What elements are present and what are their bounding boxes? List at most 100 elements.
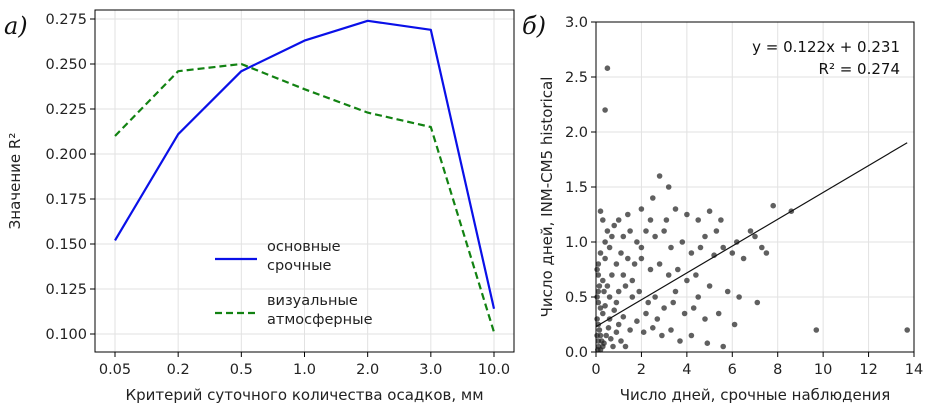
scatter-point bbox=[647, 217, 654, 223]
scatter-point bbox=[620, 314, 627, 320]
panel-a-x-axis-label: Критерий суточного количества осадков, м… bbox=[125, 386, 483, 404]
scatter-point bbox=[602, 239, 608, 245]
panel-a-x-tick-label: 3.0 bbox=[419, 362, 442, 378]
scatter-point bbox=[654, 316, 661, 322]
scatter-point bbox=[596, 283, 603, 289]
panel-a-y-tick-label: 0.175 bbox=[45, 192, 87, 208]
panel-b-x-tick-label: 8 bbox=[773, 362, 782, 378]
panel-a-y-tick-label: 0.150 bbox=[45, 237, 87, 253]
scatter-point bbox=[697, 244, 704, 251]
scatter-point bbox=[690, 305, 697, 311]
scatter-point bbox=[606, 294, 613, 300]
panel-a-y-tick-label: 0.200 bbox=[45, 147, 87, 163]
scatter-point bbox=[602, 303, 608, 309]
scatter-point bbox=[597, 250, 604, 256]
scatter-point bbox=[763, 250, 770, 256]
scatter-point bbox=[643, 310, 649, 317]
panel-a-y-tick-label: 0.100 bbox=[45, 327, 87, 343]
scatter-point bbox=[729, 250, 736, 256]
scatter-point bbox=[713, 228, 720, 234]
scatter-point bbox=[643, 228, 649, 234]
scatter-point bbox=[652, 294, 658, 300]
panel-a-x-tick-label: 2.0 bbox=[356, 362, 379, 378]
scatter-point bbox=[629, 277, 636, 284]
scatter-point bbox=[625, 255, 631, 262]
scatter-point bbox=[684, 277, 690, 284]
scatter-point bbox=[627, 228, 633, 234]
scatter-point bbox=[611, 307, 617, 314]
series-line-vizualnye bbox=[114, 62, 496, 333]
scatter-point bbox=[695, 217, 701, 223]
scatter-point bbox=[652, 233, 658, 240]
panel-b-y-tick-label: 2.5 bbox=[565, 70, 588, 86]
scatter-point bbox=[634, 239, 640, 245]
scatter-point bbox=[595, 299, 602, 306]
scatter-point bbox=[595, 272, 602, 278]
scatter-point bbox=[702, 233, 708, 240]
panel-b-x-tick-label: 12 bbox=[859, 362, 877, 378]
scatter-point bbox=[601, 340, 607, 347]
scatter-point bbox=[684, 211, 690, 218]
legend-label-vizualnye-1: атмосферные bbox=[267, 312, 373, 328]
scatter-point bbox=[731, 321, 738, 328]
scatter-point bbox=[640, 329, 647, 336]
series-line-osnovnye bbox=[114, 19, 496, 310]
panel-b-fit-line bbox=[595, 142, 908, 328]
scatter-point bbox=[597, 208, 604, 214]
scatter-point bbox=[615, 288, 622, 295]
scatter-point bbox=[597, 305, 604, 311]
scatter-point bbox=[754, 299, 761, 306]
scatter-point bbox=[638, 206, 645, 212]
scatter-point bbox=[611, 222, 617, 229]
panel-a-label: а) bbox=[4, 12, 28, 40]
scatter-point bbox=[734, 239, 740, 245]
scatter-point bbox=[615, 217, 622, 223]
scatter-point bbox=[704, 340, 711, 347]
panel-b-label: б) bbox=[522, 12, 546, 40]
scatter-point bbox=[595, 338, 602, 344]
panel-b-x-tick-label: 6 bbox=[728, 362, 737, 378]
scatter-point bbox=[627, 327, 633, 333]
scatter-point bbox=[679, 239, 686, 245]
scatter-point bbox=[693, 272, 699, 278]
scatter-point bbox=[638, 255, 645, 262]
scatter-point bbox=[638, 244, 645, 251]
scatter-point bbox=[594, 316, 600, 322]
panel-a-y-tick-label: 0.125 bbox=[45, 282, 87, 298]
panel-b-x-tick-label: 10 bbox=[814, 362, 832, 378]
scatter-point bbox=[620, 233, 627, 240]
scatter-point bbox=[747, 228, 754, 234]
scatter-point bbox=[629, 294, 636, 300]
panel-a-y-tick-label: 0.225 bbox=[45, 102, 87, 118]
panel-b-x-tick-label: 14 bbox=[905, 362, 923, 378]
panel-b-x-tick-label: 0 bbox=[591, 362, 600, 378]
scatter-point bbox=[740, 255, 747, 262]
scatter-point bbox=[613, 299, 620, 306]
scatter-point bbox=[604, 283, 611, 289]
scatter-point bbox=[609, 272, 615, 278]
scatter-point bbox=[613, 329, 620, 336]
scatter-point bbox=[659, 332, 665, 339]
panel-a: 0.05 0.2 0.5 1.0 2.0 3.0 10.0 0.100 0.125 0.150 0.… bbox=[4, 9, 515, 404]
scatter-point bbox=[613, 261, 620, 267]
scatter-point bbox=[602, 255, 608, 262]
scatter-point bbox=[631, 261, 638, 267]
scatter-point bbox=[672, 206, 679, 212]
scatter-point bbox=[595, 261, 602, 267]
scatter-point bbox=[736, 294, 742, 300]
scatter-point bbox=[668, 244, 674, 251]
scatter-point bbox=[606, 244, 613, 251]
panel-b-x-tick-label: 2 bbox=[637, 362, 646, 378]
scatter-point bbox=[594, 332, 600, 339]
scatter-point bbox=[602, 107, 608, 113]
panel-a-series bbox=[114, 19, 496, 333]
scatter-point bbox=[720, 343, 726, 350]
panel-a-ticks: 0.05 0.2 0.5 1.0 2.0 3.0 10.0 0.100 0.125 0.150 0.… bbox=[45, 12, 510, 378]
panel-b-y-tick-label: 2.0 bbox=[565, 125, 588, 141]
panel-b-x-axis-label: Число дней, срочные наблюдения bbox=[620, 386, 891, 404]
scatter-point bbox=[706, 283, 713, 289]
scatter-point bbox=[634, 318, 640, 325]
scatter-point bbox=[595, 288, 602, 295]
panel-b-x-tick-label: 4 bbox=[682, 362, 691, 378]
panel-b-y-tick-label: 1.0 bbox=[565, 235, 588, 251]
